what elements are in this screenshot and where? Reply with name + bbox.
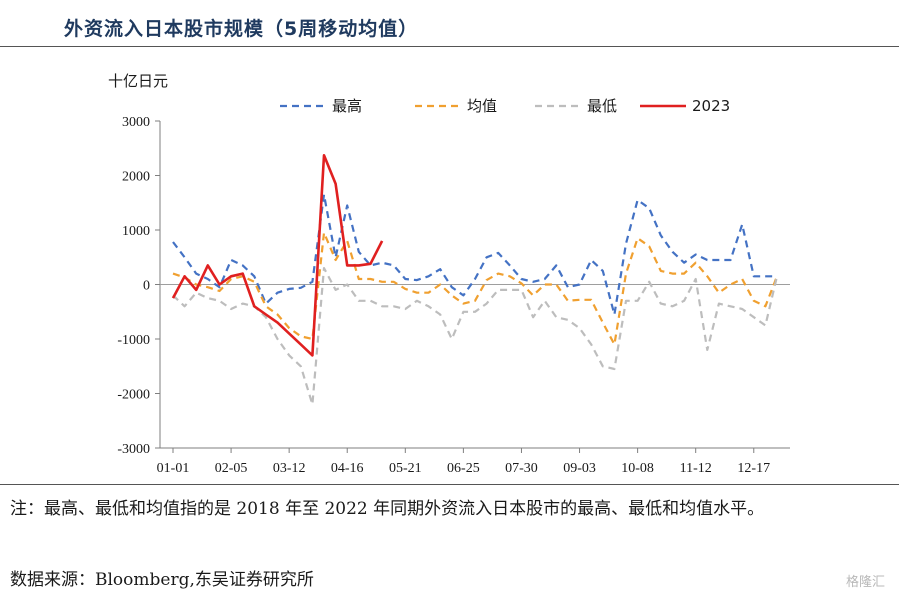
watermark-logo: 格隆汇 bbox=[845, 575, 885, 590]
series-line-0 bbox=[172, 193, 777, 316]
x-tick-label: 09-03 bbox=[563, 461, 596, 476]
x-tick-label: 10-08 bbox=[621, 461, 654, 476]
x-tick-label: 02-05 bbox=[215, 461, 248, 476]
y-tick-label: 3000 bbox=[122, 115, 150, 130]
series-line-2 bbox=[172, 267, 779, 406]
title-divider bbox=[0, 46, 899, 47]
y-tick-label: -3000 bbox=[117, 442, 150, 457]
legend-label-0: 最高 bbox=[332, 97, 362, 115]
x-tick-label: 04-16 bbox=[331, 461, 364, 476]
y-tick-label: 2000 bbox=[122, 170, 150, 185]
axes: 3000 2000 1000 0 -1000 -2000 -3000 01-01 02-05 03… bbox=[117, 115, 790, 476]
x-tick-label: 05-21 bbox=[389, 461, 422, 476]
legend-label-3: 2023 bbox=[692, 97, 730, 115]
chart-title: 外资流入日本股市规模（5周移动均值） bbox=[64, 18, 419, 40]
data-source: 数据来源：Bloomberg,东吴证券研究所 bbox=[10, 570, 314, 590]
series-layer bbox=[171, 154, 779, 406]
legend-label-1: 均值 bbox=[467, 97, 497, 115]
y-unit-label: 十亿日元 bbox=[108, 72, 168, 90]
y-tick-label: 0 bbox=[143, 279, 150, 294]
x-tick-label: 01-01 bbox=[157, 461, 190, 476]
y-tick-label: 1000 bbox=[122, 224, 150, 239]
series-line-1 bbox=[172, 231, 779, 346]
x-tick-label: 06-25 bbox=[447, 461, 480, 476]
chart-bottom-divider bbox=[0, 484, 899, 485]
x-tick-label: 12-17 bbox=[737, 461, 770, 476]
series-line-3 bbox=[171, 154, 384, 357]
y-tick-label: -2000 bbox=[117, 388, 150, 403]
chart-note: 注：最高、最低和均值指的是 2018 年至 2022 年同期外资流入日本股市的最… bbox=[10, 499, 765, 519]
x-tick-label: 11-12 bbox=[680, 461, 712, 476]
legend-label-2: 最低 bbox=[587, 97, 617, 115]
y-tick-label: -1000 bbox=[117, 333, 150, 348]
legend: 最高 均值 最低 2023 bbox=[280, 97, 730, 115]
chart: 十亿日元 最高 均值 最低 2023 3000 2000 1000 0 -1000 -2000 -… bbox=[108, 72, 790, 476]
x-tick-label: 07-30 bbox=[505, 461, 538, 476]
x-tick-label: 03-12 bbox=[273, 461, 306, 476]
